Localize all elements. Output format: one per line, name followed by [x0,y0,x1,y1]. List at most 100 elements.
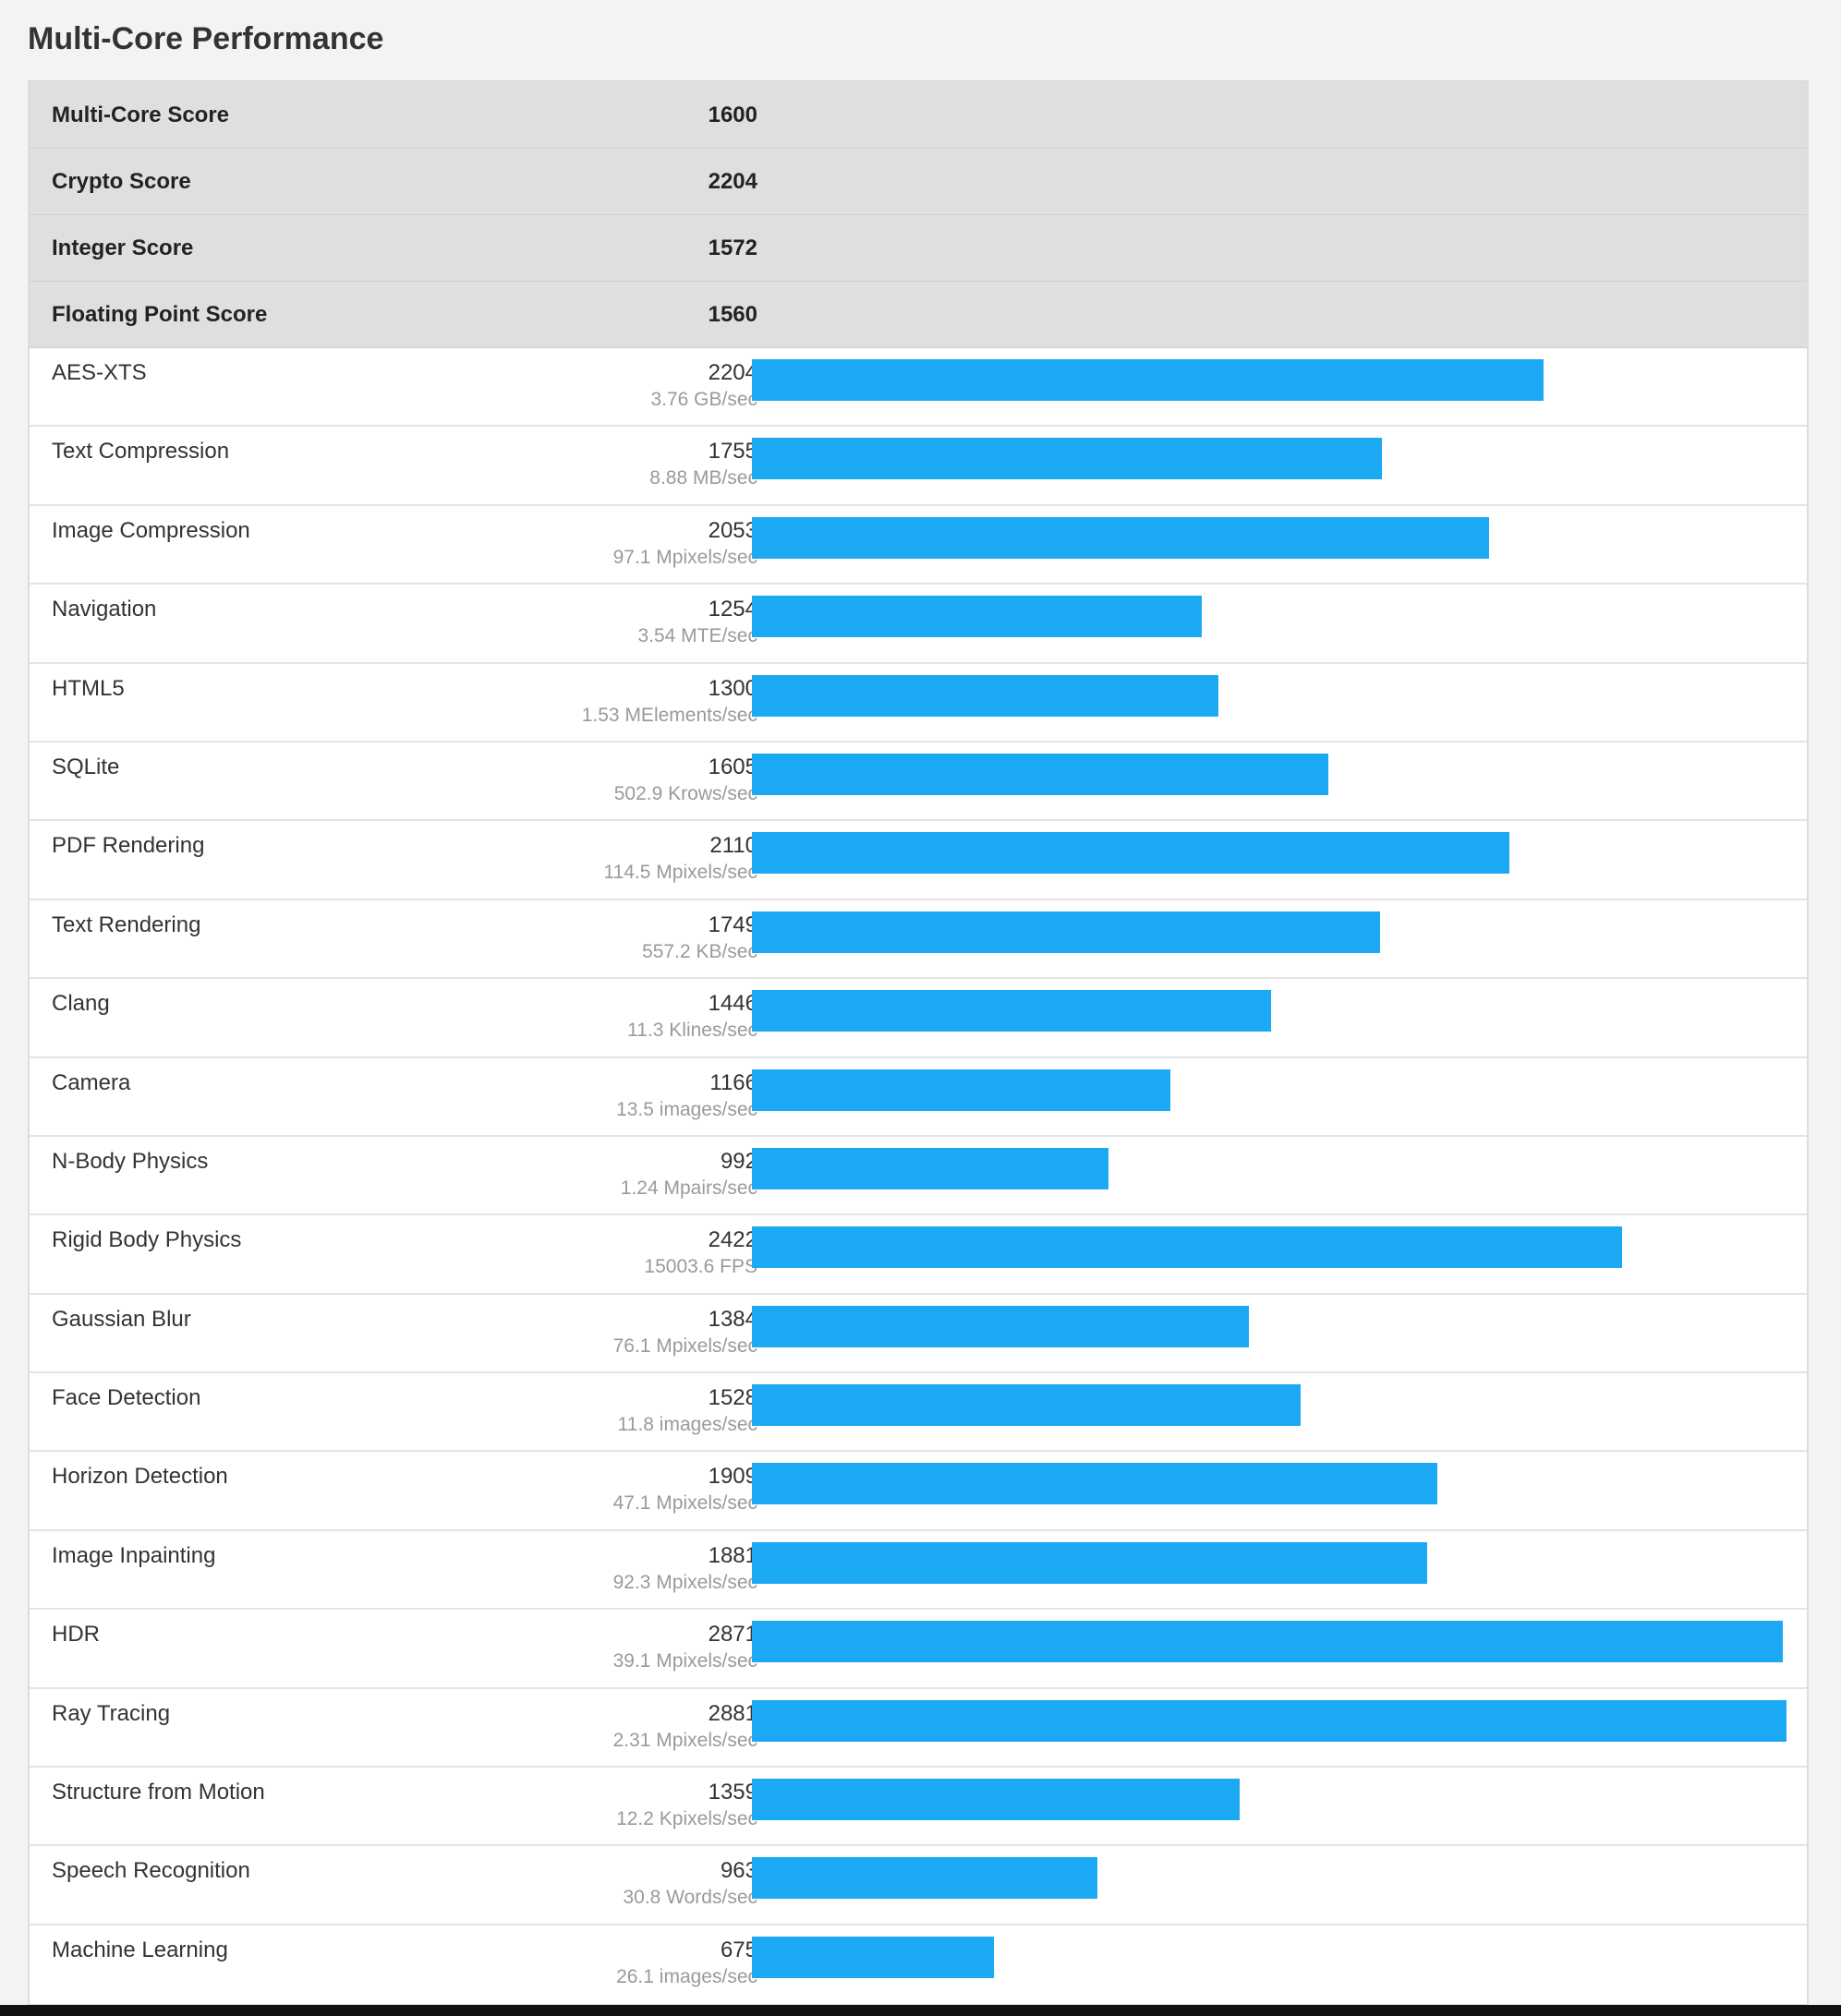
benchmark-score: 992 [720,1148,757,1174]
benchmark-name: AES-XTS [52,360,147,385]
bar-track [752,1068,1786,1111]
summary-label: Multi-Core Score [52,103,230,127]
benchmark-score: 1881 [708,1542,757,1568]
benchmark-score: 2422 [708,1227,757,1253]
bar-track [752,1857,1786,1900]
bar-track [752,1779,1786,1821]
benchmark-row: Machine Learning 675 26.1 images/sec [30,1925,1807,2005]
benchmark-bar [752,1068,1170,1111]
benchmark-score: 2871 [708,1622,757,1648]
benchmark-score: 1446 [708,991,757,1017]
benchmark-bar [752,596,1202,638]
summary-label: Integer Score [52,235,194,260]
benchmark-row: HTML5 1300 1.53 MElements/sec [30,663,1807,742]
benchmark-row: HDR 2871 39.1 Mpixels/sec [30,1610,1807,1689]
benchmark-rate: 8.88 MB/sec [649,467,757,489]
bar-track [752,832,1786,875]
benchmark-row: Horizon Detection 1909 47.1 Mpixels/sec [30,1452,1807,1531]
bar-track [752,1541,1786,1584]
benchmark-name: Rigid Body Physics [52,1227,242,1253]
bar-track [752,1305,1786,1347]
benchmark-row: Text Rendering 1749 557.2 KB/sec [30,899,1807,980]
summary-row-floating-point: Floating Point Score 1560 [30,282,1807,348]
benchmark-rate: 26.1 images/sec [616,1965,757,1987]
benchmark-score: 1254 [708,597,757,622]
summary-row-multi-core: Multi-Core Score 1600 [30,82,1807,149]
benchmark-row: Rigid Body Physics 2422 15003.6 FPS [30,1215,1807,1295]
benchmark-bar [752,1463,1437,1505]
benchmark-row: Image Compression 2053 97.1 Mpixels/sec [30,505,1807,585]
benchmark-rate: 1.53 MElements/sec [581,704,757,726]
bar-track [752,516,1786,559]
benchmark-bar [752,359,1544,401]
benchmark-name: Gaussian Blur [52,1306,191,1332]
benchmark-row: Clang 1446 11.3 Klines/sec [30,979,1807,1058]
benchmark-rate: 15003.6 FPS [644,1256,757,1278]
benchmark-score: 675 [720,1937,757,1962]
bar-track [752,596,1786,638]
benchmark-row: Ray Tracing 2881 2.31 Mpixels/sec [30,1688,1807,1769]
benchmark-bar [752,990,1271,1032]
summary-label: Floating Point Score [52,302,268,327]
benchmark-name: Text Compression [52,439,230,465]
benchmark-name: Clang [52,991,110,1017]
bar-track [752,911,1786,953]
benchmark-rate: 11.3 Klines/sec [627,1020,757,1042]
benchmark-score: 1909 [708,1464,757,1490]
benchmark-rate: 92.3 Mpixels/sec [612,1571,757,1593]
benchmark-bar [752,1936,994,1978]
benchmark-bar [752,516,1489,559]
benchmark-score: 2881 [708,1700,757,1726]
benchmark-name: Speech Recognition [52,1858,250,1884]
benchmark-list: AES-XTS 2204 3.76 GB/sec Text Compression 17… [30,348,1807,2005]
summary-label: Crypto Score [52,169,191,194]
bar-track [752,438,1786,480]
benchmark-rate: 30.8 Words/sec [623,1887,757,1909]
page-title: Multi-Core Performance [28,21,384,56]
benchmark-bar [752,1699,1786,1742]
benchmark-row: Navigation 1254 3.54 MTE/sec [30,585,1807,664]
summary-score: 1572 [708,235,757,260]
benchmark-bar [752,832,1509,875]
benchmark-rate: 3.54 MTE/sec [637,625,757,647]
benchmark-name: PDF Rendering [52,833,205,859]
benchmark-score: 1384 [708,1306,757,1332]
benchmark-rate: 47.1 Mpixels/sec [612,1492,757,1515]
benchmark-name: HTML5 [52,675,125,701]
benchmark-name: Camera [52,1069,131,1095]
benchmark-rate: 557.2 KB/sec [642,940,757,962]
benchmark-bar [752,1147,1108,1189]
benchmark-bar [752,911,1380,953]
benchmark-row: Gaussian Blur 1384 76.1 Mpixels/sec [30,1294,1807,1374]
benchmark-row: PDF Rendering 2110 114.5 Mpixels/sec [30,821,1807,900]
bar-track [752,1699,1786,1742]
bar-track [752,1936,1786,1978]
benchmark-score: 1749 [708,911,757,937]
benchmark-rate: 114.5 Mpixels/sec [603,862,757,884]
benchmark-name: HDR [52,1622,100,1648]
benchmark-name: Machine Learning [52,1937,228,1962]
benchmark-row: Text Compression 1755 8.88 MB/sec [30,427,1807,506]
benchmark-row: N-Body Physics 992 1.24 Mpairs/sec [30,1136,1807,1216]
bar-track [752,359,1786,401]
benchmark-rate: 13.5 images/sec [616,1098,757,1120]
benchmark-rate: 1.24 Mpairs/sec [620,1177,757,1199]
summary-score: 1560 [708,302,757,327]
benchmark-name: Image Inpainting [52,1542,216,1568]
benchmark-bar [752,1621,1783,1663]
bar-track [752,1147,1786,1189]
benchmark-rate: 502.9 Krows/sec [613,782,757,804]
benchmark-rate: 11.8 images/sec [617,1414,757,1436]
benchmark-name: Navigation [52,597,157,622]
summary-row-integer: Integer Score 1572 [30,215,1807,282]
benchmark-bar [752,753,1328,795]
bar-track [752,753,1786,795]
benchmark-rate: 76.1 Mpixels/sec [612,1334,757,1357]
bar-track [752,1226,1786,1269]
benchmark-name: Structure from Motion [52,1780,265,1805]
benchmark-rate: 3.76 GB/sec [650,389,757,410]
bar-track [752,674,1786,717]
summary-score: 1600 [708,103,757,127]
benchmark-bar [752,1305,1249,1347]
benchmark-score: 1605 [708,754,757,779]
